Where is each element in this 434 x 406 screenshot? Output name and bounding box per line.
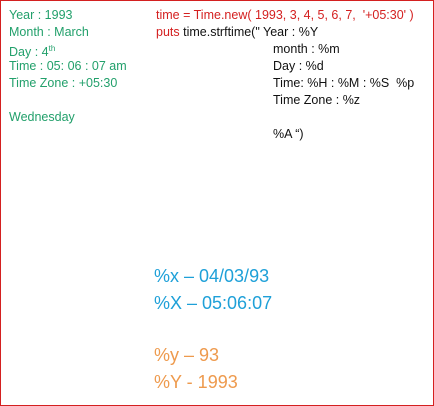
result: %y – 93 [154, 345, 220, 365]
fact: Year : 1993 [9, 8, 73, 22]
fact: Day : 4th [9, 42, 55, 59]
fact-text: Day : 4 [9, 45, 49, 60]
fact: Wednesday [9, 110, 75, 124]
code-line: %A “) [273, 127, 304, 141]
result: %X – 05:06:07 [154, 293, 273, 313]
code-line: puts time.strftime(" Year : %Y [156, 25, 318, 39]
result: %x – 04/03/93 [154, 266, 270, 286]
suffix: th [48, 44, 56, 53]
result: %Y - 1993 [154, 372, 238, 392]
code-line: Time Zone : %z [273, 93, 361, 107]
code-line: month : %m [273, 42, 340, 56]
fact: Time : 05: 06 : 07 am [9, 59, 127, 73]
keyword: puts [156, 25, 180, 39]
fact: Month : March [9, 25, 89, 39]
code-line: Day : %d [273, 59, 324, 73]
code-line: Time: %H : %M : %S %p [273, 76, 415, 90]
code-line: time = Time.new( 1993, 3, 4, 5, 6, 7, '+… [156, 8, 414, 22]
fact: Time Zone : +05:30 [9, 76, 118, 90]
code-text: time.strftime(" Year : %Y [183, 25, 319, 39]
